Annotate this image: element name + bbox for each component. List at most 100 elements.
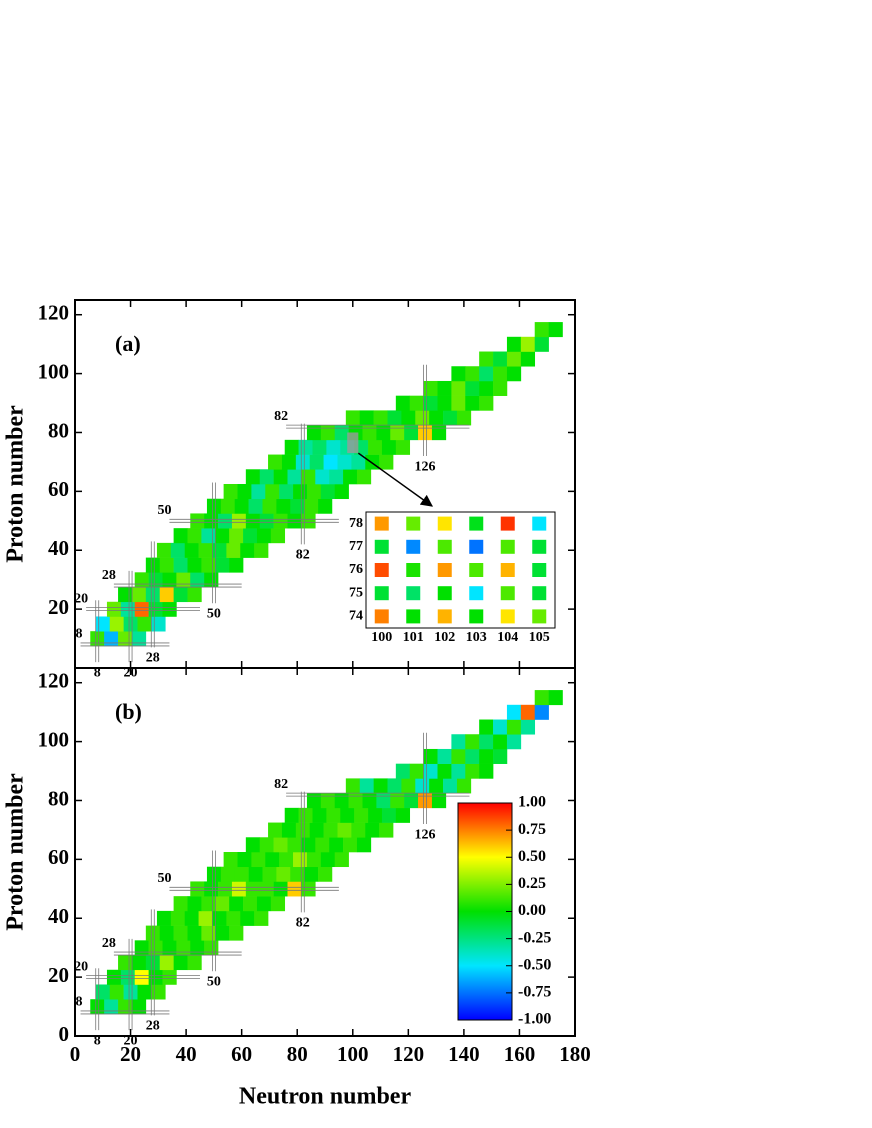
cell [437,748,452,764]
inset-cell [406,563,421,577]
cell [451,763,466,779]
cell [381,439,397,455]
inset-x-label: 102 [434,630,455,645]
cell [329,837,344,853]
cell [451,395,466,411]
magic-label: 50 [207,974,221,989]
cell [254,910,269,926]
cell [443,410,458,426]
cell [223,852,238,868]
cell [184,910,199,926]
inset-x-label: 101 [403,630,424,645]
cell [187,557,202,573]
cell [312,807,327,823]
cell [187,896,202,912]
cell [348,793,363,809]
cell [548,690,563,706]
cell [204,881,219,897]
cell [215,925,230,941]
magic-label: 28 [146,651,160,666]
cell [234,498,249,514]
cell [256,528,272,544]
cell [220,498,236,514]
cell [320,484,336,500]
inset-cell [374,563,389,577]
magic-label: 82 [296,916,310,931]
cell [287,837,302,853]
cell [315,837,330,853]
cell [409,763,424,779]
inset-cell [406,516,421,531]
cell [190,940,205,956]
magic-label: 8 [76,995,83,1010]
cell [301,513,316,529]
x-tick-label: 40 [176,1042,197,1066]
magic-label: 8 [76,627,83,642]
cell [465,734,480,750]
y-tick-label: 120 [38,301,70,325]
cell [156,910,172,926]
y-tick-label: 80 [48,786,69,810]
cell [365,822,380,838]
colorbar-tick-label: -1.00 [518,1011,551,1028]
cell [218,881,233,897]
inset-marker [347,432,359,454]
cell [395,439,411,455]
inset-cell [532,563,547,577]
inset-frame [365,511,556,629]
cell [173,955,188,971]
cell [429,778,444,794]
cell [390,793,405,809]
inset-cell [374,586,389,601]
cell [245,881,261,897]
cell [309,822,324,838]
cell [451,748,466,764]
cell [326,807,341,823]
cell [276,866,291,882]
cell [443,778,458,794]
cell [465,395,480,411]
cell [190,572,205,588]
cell [387,778,402,794]
cell [290,498,305,514]
cell [145,587,161,603]
cell [251,852,266,868]
x-tick-label: 180 [559,1042,591,1066]
cell [362,425,377,441]
inset-y-label: 74 [349,609,363,624]
cell [401,410,416,426]
inset-cell [469,539,484,554]
cell [301,837,316,853]
cell [479,380,494,396]
cell [395,807,411,823]
cell [259,513,274,529]
inset-arrow [357,452,433,507]
cell [356,837,372,853]
cell [206,866,222,882]
inset-cell [437,516,452,531]
cell [229,528,244,544]
cell [201,896,216,912]
cell [418,793,433,809]
cell [187,955,202,971]
cell [293,484,308,500]
cell [148,940,163,956]
cell [123,616,138,632]
inset-cell [437,609,452,624]
cell [118,999,133,1015]
cell [329,469,344,485]
y-tick-label: 100 [38,727,70,751]
cell [479,351,494,367]
cell [190,513,205,529]
cell [479,748,494,764]
cell [148,601,163,617]
cell [259,881,274,897]
magic-label: 82 [296,548,310,563]
y-tick-label: 40 [48,536,69,560]
cell [493,719,508,735]
cell [520,336,536,352]
cell [151,984,166,1000]
magic-label: 20 [74,959,88,974]
cell [184,542,199,558]
